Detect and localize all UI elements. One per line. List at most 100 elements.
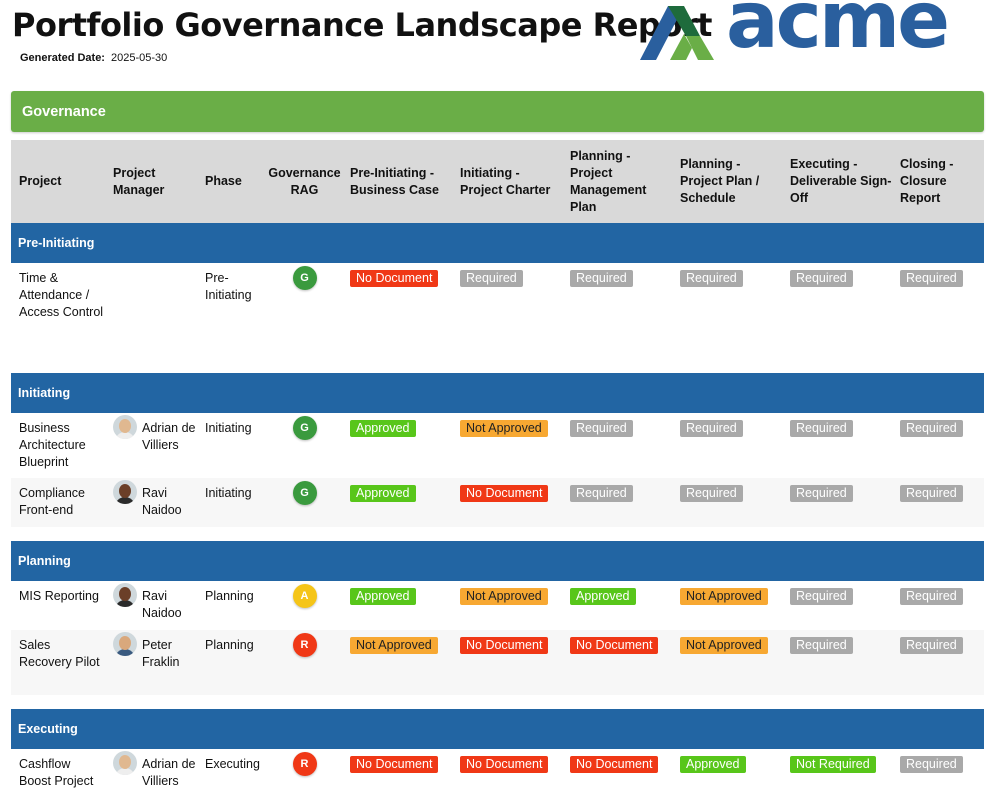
project-name[interactable]: Business Architecture Blueprint: [19, 421, 86, 469]
rag-status-badge: G: [292, 266, 317, 290]
avatar: [113, 415, 137, 439]
document-status-cell: Approved: [342, 588, 452, 605]
document-status-badge[interactable]: Required: [790, 588, 853, 605]
avatar: [113, 583, 137, 607]
document-status-badge[interactable]: No Document: [460, 485, 549, 502]
document-status-cell: Required: [782, 270, 892, 287]
column-header[interactable]: Planning - Project Plan / Schedule: [680, 157, 760, 205]
document-status-badge[interactable]: Required: [790, 420, 853, 437]
acme-logo-text: acme: [726, 0, 950, 66]
document-status-badge[interactable]: Not Approved: [460, 588, 548, 605]
group-header-planning[interactable]: Planning: [11, 541, 984, 581]
manager-cell: Ravi Naidoo: [113, 583, 197, 622]
document-status-badge[interactable]: Not Required: [790, 756, 876, 773]
table-row[interactable]: Compliance Front-end Ravi Naidoo Initiatin…: [11, 478, 984, 527]
document-status-badge[interactable]: Required: [460, 270, 523, 287]
avatar-face: [119, 636, 131, 650]
document-status-badge[interactable]: Required: [680, 485, 743, 502]
document-status-cell: Required: [452, 270, 562, 287]
rag-status-badge: A: [292, 584, 317, 608]
table-row[interactable]: Cashflow Boost Project Adrian de Villiers…: [11, 749, 984, 795]
document-status-badge[interactable]: Required: [790, 270, 853, 287]
rag-status-badge: R: [292, 633, 317, 657]
document-status-badge[interactable]: Required: [900, 485, 963, 502]
document-status-badge[interactable]: Required: [570, 270, 633, 287]
document-status-badge[interactable]: Required: [790, 637, 853, 654]
document-status-cell: Approved: [342, 485, 452, 502]
project-manager: Peter Fraklin: [105, 632, 197, 671]
document-status-badge[interactable]: Approved: [350, 588, 416, 605]
rag-status-badge: G: [292, 416, 317, 440]
project-name[interactable]: MIS Reporting: [19, 589, 99, 603]
document-status-cell: Required: [892, 420, 984, 437]
document-status-badge[interactable]: Approved: [680, 756, 746, 773]
document-status-badge[interactable]: Required: [570, 420, 633, 437]
document-status-badge[interactable]: No Document: [570, 756, 659, 773]
avatar: [113, 480, 137, 504]
document-status-badge[interactable]: No Document: [350, 756, 439, 773]
avatar-body: [115, 649, 135, 656]
document-status-badge[interactable]: No Document: [570, 637, 659, 654]
group-header-initiating[interactable]: Initiating: [11, 373, 984, 413]
column-header[interactable]: Governance RAG: [268, 165, 341, 197]
document-status-badge[interactable]: Required: [900, 270, 963, 287]
document-status-badge[interactable]: Required: [680, 420, 743, 437]
column-header[interactable]: Project Manager: [113, 165, 165, 197]
avatar-face: [119, 419, 131, 433]
column-header[interactable]: Pre-Initiating - Business Case: [350, 165, 439, 197]
group-spacer: [11, 695, 984, 709]
document-status-cell: No Document: [342, 270, 452, 287]
group-header-executing[interactable]: Executing: [11, 709, 984, 749]
document-status-badge[interactable]: No Document: [350, 270, 439, 287]
document-status-cell: Required: [892, 588, 984, 605]
column-header[interactable]: Closing - Closure Report: [900, 157, 954, 205]
document-status-cell: Not Approved: [452, 588, 562, 605]
manager-cell: Adrian de Villiers: [113, 751, 197, 790]
phase: Pre-Initiating: [205, 271, 252, 302]
project-name[interactable]: Cashflow Boost Project: [19, 757, 94, 788]
column-header[interactable]: Planning - Project Management Plan: [570, 148, 647, 214]
avatar-body: [115, 600, 135, 607]
document-status-cell: Approved: [342, 420, 452, 437]
document-status-badge[interactable]: Required: [680, 270, 743, 287]
manager-cell: Peter Fraklin: [113, 632, 197, 671]
document-status-cell: Not Approved: [672, 637, 782, 654]
table-row[interactable]: MIS Reporting Ravi Naidoo Planning A Approve…: [11, 581, 984, 630]
column-header[interactable]: Phase: [205, 174, 242, 188]
manager-name: Adrian de Villiers: [142, 421, 196, 452]
page-title: Portfolio Governance Landscape Report: [12, 6, 712, 44]
project-name[interactable]: Sales Recovery Pilot: [19, 638, 100, 669]
document-status-badge[interactable]: Not Approved: [350, 637, 438, 654]
document-status-badge[interactable]: Required: [900, 420, 963, 437]
document-status-badge[interactable]: Approved: [350, 420, 416, 437]
document-status-cell: Required: [672, 485, 782, 502]
group-header-pre-initiating[interactable]: Pre-Initiating: [11, 223, 984, 263]
column-header[interactable]: Project: [19, 174, 62, 188]
document-status-badge[interactable]: Not Approved: [460, 420, 548, 437]
document-status-badge[interactable]: No Document: [460, 756, 549, 773]
group-spacer: [11, 527, 984, 541]
phase: Executing: [205, 757, 260, 771]
generated-date: Generated Date: 2025-05-30: [20, 52, 167, 64]
column-header[interactable]: Initiating - Project Charter: [460, 165, 551, 197]
document-status-badge[interactable]: Required: [570, 485, 633, 502]
rag-cell: A: [267, 584, 342, 608]
document-status-badge[interactable]: Required: [900, 588, 963, 605]
document-status-cell: Required: [782, 485, 892, 502]
document-status-badge[interactable]: No Document: [460, 637, 549, 654]
project-name[interactable]: Time & Attendance / Access Control: [19, 271, 104, 319]
document-status-badge[interactable]: Approved: [350, 485, 416, 502]
governance-section-header[interactable]: Governance: [11, 91, 984, 132]
document-status-badge[interactable]: Required: [900, 637, 963, 654]
document-status-badge[interactable]: Required: [790, 485, 853, 502]
document-status-badge[interactable]: Not Approved: [680, 637, 768, 654]
table-row[interactable]: Business Architecture Blueprint Adrian de…: [11, 413, 984, 478]
table-row[interactable]: Sales Recovery Pilot Peter Fraklin Plannin…: [11, 630, 984, 695]
document-status-badge[interactable]: Required: [900, 756, 963, 773]
table-row[interactable]: Time & Attendance / Access Control Pre-In…: [11, 263, 984, 359]
document-status-badge[interactable]: Approved: [570, 588, 636, 605]
column-header[interactable]: Executing - Deliverable Sign-Off: [790, 157, 892, 205]
document-status-cell: Required: [562, 485, 672, 502]
project-name[interactable]: Compliance Front-end: [19, 486, 86, 517]
document-status-badge[interactable]: Not Approved: [680, 588, 768, 605]
